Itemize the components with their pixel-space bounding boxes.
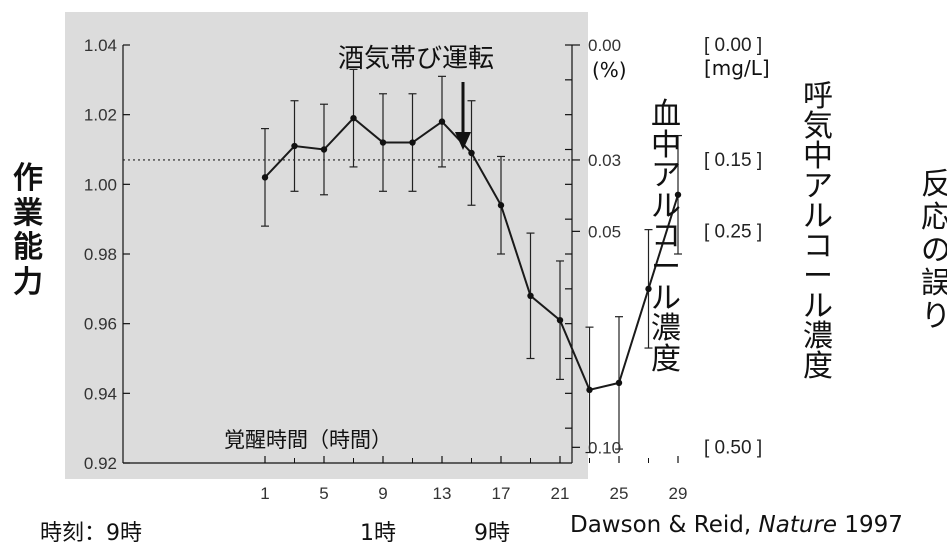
breath-alcohol-axis-label: 呼気中アルコール濃度 [800,82,836,382]
time-1-label: 1時 [360,521,396,546]
edge-label-char: の [921,233,947,268]
breath-tick-label: [ 0.25 ] [704,221,762,242]
plot-background [65,12,588,479]
breath-tick-label: [ 0.50 ] [704,437,762,458]
breath-tick-label: [ 0.00 ] [704,35,762,56]
blood-alcohol-axis-label: 血中アルコール濃度 [648,97,684,377]
edge-label-char: 反 [921,167,947,202]
y-axis-label: 作業能力 [10,161,46,300]
annotation-label: 酒気帯び運転 [338,44,495,74]
blood-tick-label: 0.05 [588,222,621,241]
down-arrow-icon [455,82,471,150]
x-tick-label: 9 [378,484,387,503]
y-tick-label: 0.92 [84,454,117,473]
y-tick-label: 0.98 [84,245,117,264]
breath-alcohol-label-char: ア [803,169,833,204]
data-points [261,114,682,394]
data-point [379,139,387,146]
x-axis-label: 覚醒時間（時間） [224,428,392,452]
breath-alcohol-label-char: ル [803,199,833,234]
y-axis-label-char: 作 [13,161,43,196]
x-tick-label: 5 [319,484,328,503]
edge-label-char: 誤 [921,266,947,301]
data-point [556,316,564,324]
citation-year: 1997 [837,512,903,538]
breath-alcohol-label-char: 度 [803,349,833,384]
data-point [320,146,328,153]
edge-label-char: り [921,299,947,334]
y-axis-label-char: 能 [13,230,43,265]
blood-alcohol-label-char: ル [651,280,681,316]
blood-alcohol-label-char: ア [651,158,681,194]
data-point [674,191,682,198]
x-tick-label: 1 [260,484,269,503]
data-point [350,114,357,122]
data-point [409,139,416,146]
edge-label-char: 応 [921,200,947,235]
x-tick-label: 29 [669,484,688,503]
blood-tick-label: 0.03 [588,151,621,170]
blood-alcohol-label-char: 濃 [651,311,681,347]
breath-alcohol-label-char: 気 [803,109,833,144]
blood-tick-label: 0.10 [588,438,621,457]
blood-alcohol-label-char: 血 [651,97,681,132]
blood-unit-label: (%) [592,58,627,82]
axes [122,44,679,464]
time-9-label: 9時 [474,521,510,546]
breath-alcohol-label-char: 呼 [803,79,833,114]
breath-unit-label: [mg/L] [704,56,770,80]
data-point [586,386,593,394]
data-point [497,202,505,209]
y-tick-label: 0.94 [84,384,117,403]
blood-alcohol-label-char: 度 [651,341,681,377]
blood-alcohol-label-char: ル [651,188,681,224]
breath-alcohol-label-char: ル [803,289,833,324]
breath-alcohol-label-char: 濃 [803,319,833,354]
x-tick-label: 25 [610,484,629,503]
data-point [527,292,534,299]
y-tick-label: 0.96 [84,315,117,334]
y-axis-label-char: 力 [13,264,43,300]
x-tick-label: 13 [433,484,452,503]
data-point [468,149,475,157]
blood-tick-label: 0.00 [588,36,621,55]
blood-alcohol-label-char: 中 [651,127,681,163]
tick-labels: 1.04 1.02 1.00 0.98 0.96 0.94 0.92 0.00 0.03 0.05… [84,35,762,503]
citation: Dawson & Reid, Nature 1997 [570,512,903,538]
blood-alcohol-label-char: コ [651,219,681,255]
x-tick-label: 21 [551,484,570,503]
cropped-edge-label: 反応の誤り [918,168,947,333]
data-point [291,142,298,150]
y-tick-label: 1.02 [84,106,117,125]
breath-alcohol-label-char: コ [803,229,833,264]
data-point [438,118,446,125]
citation-authors: Dawson & Reid, [570,512,759,538]
time-of-day-label: 時刻：9時 [40,521,142,546]
blood-alcohol-label-char: ー [651,249,681,285]
breath-alcohol-label-char: 中 [803,139,833,174]
citation-journal: Nature [758,512,838,538]
y-axis-label-char: 業 [13,195,43,231]
data-point [645,285,652,293]
x-tick-label: 17 [492,484,511,503]
data-point [615,379,623,387]
data-point [261,174,269,181]
breath-tick-label: [ 0.15 ] [704,150,762,171]
y-tick-label: 1.04 [84,36,117,55]
breath-alcohol-label-char: ー [803,259,833,294]
y-tick-label: 1.00 [84,175,117,194]
